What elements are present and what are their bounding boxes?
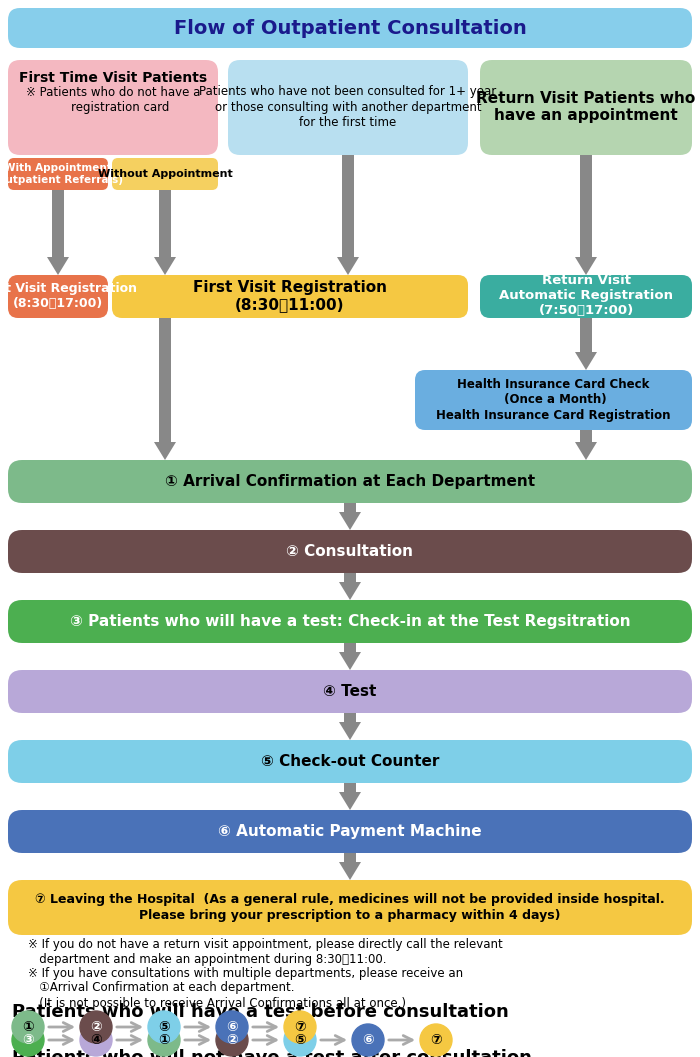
Text: First Visit Registration
(8:30～11:00): First Visit Registration (8:30～11:00) — [193, 280, 387, 312]
Text: ⑥ Automatic Payment Machine: ⑥ Automatic Payment Machine — [218, 824, 482, 839]
Polygon shape — [575, 442, 597, 460]
Text: ※ If you have consultations with multiple departments, please receive an
   ①Arr: ※ If you have consultations with multipl… — [28, 966, 463, 1009]
Polygon shape — [344, 853, 356, 863]
FancyBboxPatch shape — [8, 275, 108, 318]
Polygon shape — [339, 582, 361, 600]
Polygon shape — [344, 783, 356, 792]
Circle shape — [80, 1010, 112, 1043]
Circle shape — [80, 1024, 112, 1056]
Polygon shape — [339, 792, 361, 810]
FancyBboxPatch shape — [8, 810, 692, 853]
Text: Flow of Outpatient Consultation: Flow of Outpatient Consultation — [174, 19, 526, 37]
Polygon shape — [575, 352, 597, 370]
FancyBboxPatch shape — [8, 157, 108, 190]
Polygon shape — [580, 430, 592, 442]
Circle shape — [148, 1024, 180, 1056]
Text: Health Insurance Card Check
 (Once a Month)
Health Insurance Card Registration: Health Insurance Card Check (Once a Mont… — [435, 378, 671, 422]
FancyBboxPatch shape — [8, 530, 692, 573]
Circle shape — [12, 1010, 44, 1043]
Polygon shape — [159, 318, 171, 442]
Text: ①: ① — [158, 1033, 170, 1047]
Text: Without Appointment: Without Appointment — [97, 169, 232, 179]
Text: ⑥: ⑥ — [362, 1033, 374, 1047]
Polygon shape — [47, 257, 69, 275]
Text: ⑥: ⑥ — [226, 1020, 238, 1034]
FancyBboxPatch shape — [112, 157, 218, 190]
Text: Patients who will have a test before consultation: Patients who will have a test before con… — [12, 1003, 509, 1021]
FancyBboxPatch shape — [480, 60, 692, 155]
Circle shape — [148, 1010, 180, 1043]
Circle shape — [216, 1010, 248, 1043]
Text: ⑦ Leaving the Hospital  (As a general rule, medicines will not be provided insid: ⑦ Leaving the Hospital (As a general rul… — [35, 893, 665, 922]
Polygon shape — [154, 442, 176, 460]
Polygon shape — [580, 155, 592, 257]
Text: ③ Patients who will have a test: Check-in at the Test Regsitration: ③ Patients who will have a test: Check-i… — [70, 614, 630, 629]
Circle shape — [420, 1024, 452, 1056]
FancyBboxPatch shape — [8, 880, 692, 935]
Polygon shape — [339, 512, 361, 530]
Text: ⑤: ⑤ — [158, 1020, 170, 1034]
FancyBboxPatch shape — [112, 275, 468, 318]
Text: Return Visit
Automatic Registration
(7:50～17:00): Return Visit Automatic Registration (7:5… — [499, 275, 673, 317]
Polygon shape — [342, 155, 354, 257]
FancyBboxPatch shape — [480, 275, 692, 318]
Polygon shape — [575, 257, 597, 275]
Text: Patients who have not been consulted for 1+ year
or those consulting with anothe: Patients who have not been consulted for… — [199, 86, 496, 129]
Polygon shape — [159, 190, 171, 257]
Polygon shape — [337, 257, 359, 275]
Circle shape — [12, 1024, 44, 1056]
Text: ②: ② — [90, 1020, 102, 1034]
FancyBboxPatch shape — [8, 460, 692, 503]
Text: ① Arrival Confirmation at Each Department: ① Arrival Confirmation at Each Departmen… — [165, 474, 535, 489]
Text: ⑦: ⑦ — [430, 1033, 442, 1047]
Text: ※ If you do not have a return visit appointment, please directly call the releva: ※ If you do not have a return visit appo… — [28, 938, 503, 966]
Text: ⑤ Check-out Counter: ⑤ Check-out Counter — [261, 754, 439, 769]
Text: ②: ② — [226, 1033, 238, 1047]
Text: ⑦: ⑦ — [294, 1020, 306, 1034]
Text: With Appointment
(Outpatient Referrals): With Appointment (Outpatient Referrals) — [0, 163, 123, 185]
Polygon shape — [344, 503, 356, 512]
Text: First Visit Registration
(8:30～17:00): First Visit Registration (8:30～17:00) — [0, 282, 137, 310]
FancyBboxPatch shape — [8, 670, 692, 713]
Circle shape — [284, 1024, 316, 1056]
Polygon shape — [344, 643, 356, 652]
Text: ※ Patients who do not have a
    registration card: ※ Patients who do not have a registratio… — [26, 86, 200, 114]
FancyBboxPatch shape — [415, 370, 692, 430]
Circle shape — [216, 1024, 248, 1056]
Text: ④: ④ — [90, 1033, 102, 1047]
Text: ①: ① — [22, 1020, 34, 1034]
Polygon shape — [154, 257, 176, 275]
Circle shape — [284, 1010, 316, 1043]
Polygon shape — [339, 863, 361, 880]
Polygon shape — [580, 318, 592, 352]
FancyBboxPatch shape — [8, 8, 692, 48]
Polygon shape — [52, 190, 64, 257]
Text: Patients who will not have a test after consultation: Patients who will not have a test after … — [12, 1049, 532, 1057]
FancyBboxPatch shape — [228, 60, 468, 155]
Circle shape — [352, 1024, 384, 1056]
FancyBboxPatch shape — [8, 740, 692, 783]
Text: First Time Visit Patients: First Time Visit Patients — [19, 71, 207, 85]
Text: ④ Test: ④ Test — [323, 684, 377, 699]
Text: Return Visit Patients who
have an appointment: Return Visit Patients who have an appoin… — [477, 91, 696, 124]
Text: ② Consultation: ② Consultation — [286, 544, 414, 559]
Text: ③: ③ — [22, 1033, 34, 1047]
Polygon shape — [344, 573, 356, 582]
FancyBboxPatch shape — [8, 600, 692, 643]
FancyBboxPatch shape — [8, 60, 218, 155]
Text: ⑤: ⑤ — [294, 1033, 306, 1047]
Polygon shape — [339, 722, 361, 740]
Polygon shape — [344, 713, 356, 722]
Polygon shape — [339, 652, 361, 670]
